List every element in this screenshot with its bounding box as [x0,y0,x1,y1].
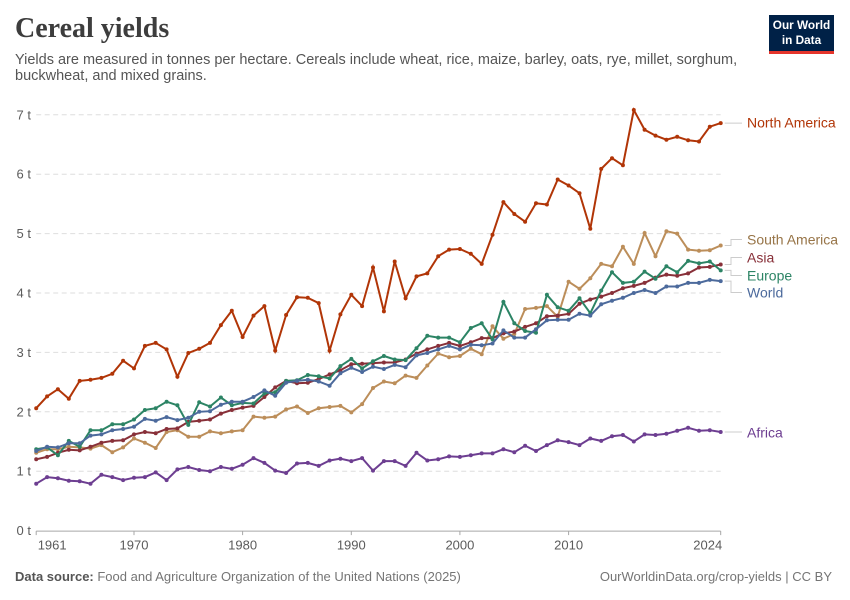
svg-text:3 t: 3 t [17,345,32,360]
svg-text:2000: 2000 [445,538,474,553]
svg-text:Europe: Europe [747,268,792,284]
svg-text:World: World [747,285,783,301]
svg-text:1961: 1961 [38,538,67,553]
svg-text:4 t: 4 t [17,286,32,301]
svg-text:2 t: 2 t [17,404,32,419]
svg-text:1 t: 1 t [17,464,32,479]
svg-text:7 t: 7 t [17,107,32,122]
svg-text:1970: 1970 [120,538,149,553]
svg-text:1990: 1990 [337,538,366,553]
svg-text:5 t: 5 t [17,226,32,241]
svg-text:6 t: 6 t [17,167,32,182]
svg-text:Africa: Africa [747,425,783,441]
svg-text:Asia: Asia [747,250,774,266]
svg-text:North America: North America [747,115,836,131]
svg-text:South America: South America [747,232,838,248]
svg-text:2024: 2024 [693,538,722,553]
svg-text:1980: 1980 [228,538,257,553]
svg-text:0 t: 0 t [17,523,32,538]
svg-text:2010: 2010 [554,538,583,553]
